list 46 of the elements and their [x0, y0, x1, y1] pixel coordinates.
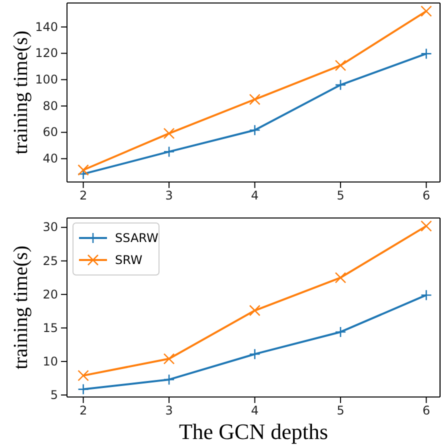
y-tick-label: 15 — [42, 320, 58, 335]
legend-label: SRW — [115, 253, 142, 267]
y-axis-title: training time(s) — [10, 30, 32, 154]
x-tick-label: 4 — [250, 188, 259, 203]
point — [249, 94, 260, 106]
point — [163, 353, 175, 364]
x-tick-label: 6 — [422, 404, 430, 418]
point — [163, 128, 175, 140]
point — [78, 384, 89, 395]
y-tick-label: 100 — [35, 72, 58, 86]
x-tick-label: 5 — [336, 404, 344, 418]
y-tick-label: 120 — [35, 46, 58, 60]
x-tick-label: 5 — [336, 188, 344, 203]
y-tick-label: 80 — [42, 98, 58, 113]
point — [420, 220, 432, 232]
point — [334, 60, 346, 72]
point — [249, 348, 260, 360]
point — [163, 146, 175, 158]
y-tick-label: 20 — [42, 287, 58, 302]
y-tick-label: 60 — [42, 125, 58, 140]
y-tick-label: 140 — [35, 20, 58, 34]
x-tick-label: 3 — [165, 188, 173, 203]
point — [334, 272, 346, 284]
point — [78, 370, 89, 382]
y-axis-title: training time(s) — [10, 246, 32, 370]
point — [420, 48, 432, 60]
point — [420, 289, 432, 301]
point — [249, 304, 260, 316]
y-tick-label: 5 — [50, 388, 58, 402]
x-tick-label: 2 — [79, 188, 88, 203]
x-axis-title: The GCN depths — [178, 419, 328, 444]
x-tick-label: 4 — [250, 404, 259, 418]
point — [78, 164, 89, 176]
point — [334, 326, 346, 338]
y-tick-label: 40 — [42, 152, 58, 166]
point — [334, 79, 346, 91]
y-tick-label: 25 — [42, 254, 58, 268]
x-tick-label: 6 — [422, 188, 430, 203]
y-tick-label: 10 — [42, 354, 58, 368]
y-tick-label: 30 — [42, 220, 58, 234]
x-tick-label: 2 — [79, 404, 88, 418]
point — [249, 124, 260, 136]
x-tick-label: 3 — [165, 404, 173, 418]
legend-label: SSARW — [115, 231, 159, 245]
point — [420, 6, 432, 17]
point — [163, 374, 175, 386]
